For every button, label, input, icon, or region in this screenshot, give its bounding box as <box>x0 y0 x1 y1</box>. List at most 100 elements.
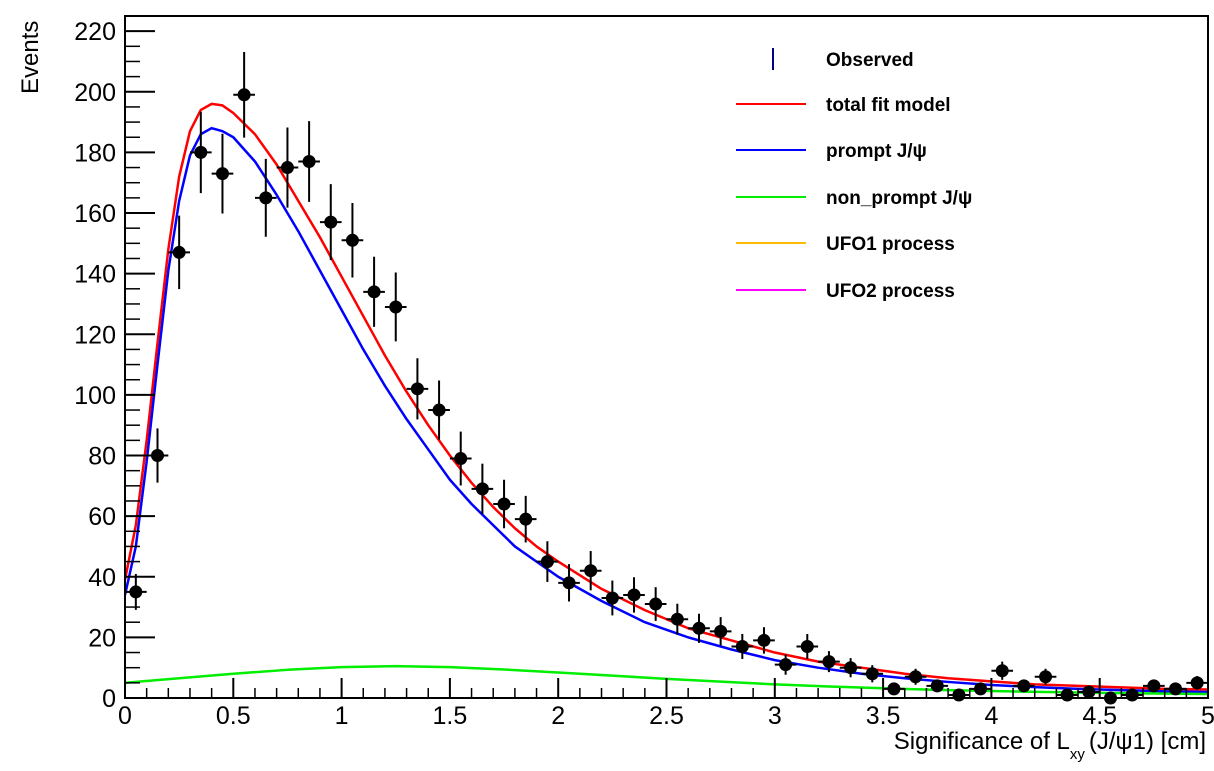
observed-point <box>233 52 255 138</box>
observed-point <box>796 633 819 659</box>
observed-marker <box>779 658 793 672</box>
legend-item-total-fit-model: total fit model <box>736 95 951 116</box>
observed-marker <box>800 639 814 653</box>
observed-point <box>1164 682 1187 696</box>
observed-marker <box>865 667 879 681</box>
legend-label-ufo1: UFO1 process <box>826 234 955 255</box>
plot-frame <box>124 15 1209 699</box>
observed-marker <box>475 482 489 496</box>
observed-point <box>449 431 472 486</box>
observed-point <box>558 564 580 602</box>
x-tick-label: 0.5 <box>216 702 251 730</box>
observed-marker <box>1082 685 1096 699</box>
observed-point <box>168 215 190 290</box>
observed-point <box>1078 685 1100 699</box>
observed-marker <box>670 612 684 626</box>
plot-data-layer <box>123 52 1209 705</box>
observed-point <box>1034 668 1057 685</box>
x-tick-label: 4.5 <box>1082 702 1117 730</box>
y-tick-label: 200 <box>74 79 116 107</box>
x-axis-title-prefix: Significance of L <box>894 728 1070 755</box>
observed-point <box>623 577 645 613</box>
observed-point <box>471 463 494 515</box>
observed-point <box>211 133 234 214</box>
x-tick-label: 2 <box>551 702 565 730</box>
observed-point <box>341 203 364 278</box>
observed-marker <box>519 512 533 526</box>
y-tick-label: 160 <box>74 200 116 228</box>
observed-point <box>363 256 385 327</box>
observed-point <box>839 658 862 678</box>
y-tick-label: 60 <box>88 503 116 531</box>
observed-marker <box>562 576 576 590</box>
observed-point <box>298 121 320 202</box>
observed-marker <box>410 382 424 396</box>
observed-marker <box>1147 679 1161 693</box>
observed-point <box>709 617 732 646</box>
observed-point <box>319 184 342 261</box>
observed-marker <box>930 679 944 693</box>
observed-marker <box>649 597 663 611</box>
observed-marker <box>497 497 511 511</box>
legend-item-prompt: prompt J/ψ <box>736 141 927 162</box>
y-tick-label: 40 <box>88 564 116 592</box>
x-tick-label: 3 <box>768 702 782 730</box>
observed-marker <box>454 452 468 466</box>
observed-marker <box>1017 679 1031 693</box>
observed-marker <box>432 403 446 417</box>
series-line-prompt-j <box>123 126 1209 694</box>
observed-marker <box>974 682 988 696</box>
observed-marker <box>952 688 966 702</box>
legend-label-non-prompt: non_prompt J/ψ <box>826 188 972 209</box>
observed-point <box>254 158 277 237</box>
observed-marker <box>627 588 641 602</box>
observed-point <box>731 633 754 659</box>
observed-point <box>601 580 624 616</box>
x-tick-label: 1 <box>335 702 349 730</box>
observed-marker <box>259 191 273 205</box>
observed-point <box>579 551 602 591</box>
observed-marker <box>302 154 316 168</box>
observed-point <box>276 127 299 208</box>
observed-point <box>493 479 515 529</box>
observed-marker <box>345 233 359 247</box>
observed-point <box>904 668 927 685</box>
observed-marker <box>822 655 836 669</box>
x-tick-label: 3.5 <box>866 702 901 730</box>
observed-marker <box>1060 688 1074 702</box>
observed-marker <box>367 285 381 299</box>
observed-point <box>428 380 450 440</box>
x-axis-title: Significance of Lxy (J/ψ1) [cm] <box>894 728 1206 763</box>
legend-item-ufo1: UFO1 process <box>736 234 955 255</box>
y-tick-label: 120 <box>74 321 116 349</box>
observed-point <box>1013 679 1035 693</box>
observed-point <box>861 665 884 683</box>
observed-marker <box>324 215 338 229</box>
observed-point <box>991 661 1014 680</box>
x-tick-label: 1.5 <box>433 702 468 730</box>
observed-marker <box>844 661 858 675</box>
x-tick-label: 2.5 <box>649 702 684 730</box>
observed-marker <box>1125 688 1139 702</box>
observed-marker <box>237 88 251 102</box>
observed-marker <box>540 555 554 569</box>
observed-marker <box>215 167 229 181</box>
observed-marker <box>280 161 294 175</box>
observed-point <box>1186 676 1208 690</box>
x-tick-label: 4 <box>984 702 998 730</box>
legend-item-observed: Observed <box>772 48 914 71</box>
observed-point <box>969 682 992 696</box>
observed-marker <box>692 621 706 635</box>
legend: Observed total fit model prompt J/ψ non_… <box>736 48 972 302</box>
observed-point <box>514 495 537 543</box>
observed-point <box>644 587 667 621</box>
y-tick-label: 20 <box>88 624 116 652</box>
y-axis-title: Events <box>17 21 44 94</box>
legend-item-non-prompt: non_prompt J/ψ <box>736 188 972 209</box>
legend-label-observed: Observed <box>826 50 914 71</box>
observed-marker <box>194 145 208 159</box>
y-tick-label: 220 <box>74 18 116 46</box>
y-tick-label: 100 <box>74 382 116 410</box>
